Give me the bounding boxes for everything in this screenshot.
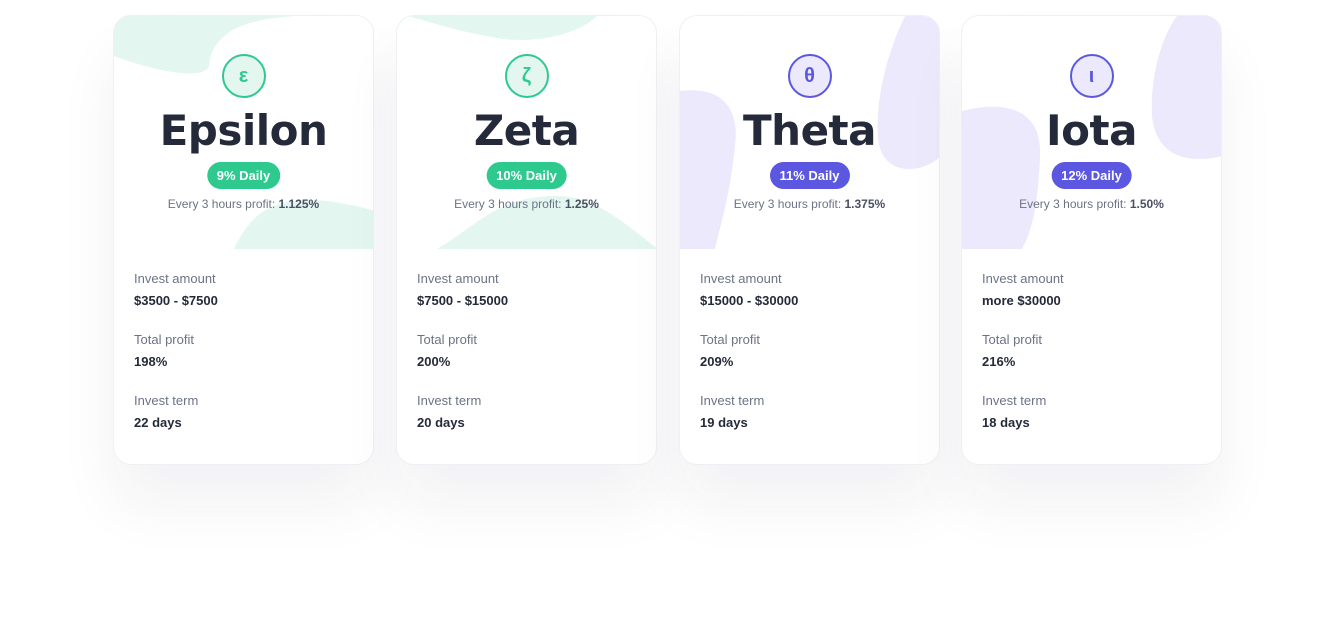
invest-amount-label: Invest amount	[417, 271, 499, 286]
invest-amount-value: more $30000	[982, 293, 1061, 308]
card-details: Invest amount $15000 - $30000 Total prof…	[680, 249, 939, 464]
total-profit-value: 209%	[700, 354, 734, 369]
total-profit-label: Total profit	[982, 332, 1042, 347]
profit-value: 1.50%	[1129, 197, 1164, 211]
invest-term-label: Invest term	[982, 393, 1047, 408]
profit-value: 1.125%	[278, 197, 320, 211]
profit-label: Every 3 hours profit:	[167, 197, 279, 211]
total-profit-label: Total profit	[134, 332, 194, 347]
total-profit-label: Total profit	[417, 332, 477, 347]
card-header: ζ Zeta 10% Daily Every 3 hours profit: 1…	[397, 16, 656, 249]
invest-amount-label: Invest amount	[982, 271, 1064, 286]
invest-term-value: 19 days	[700, 415, 748, 430]
card-details: Invest amount more $30000 Total profit 2…	[962, 249, 1221, 464]
card-header: θ Theta 11% Daily Every 3 hours profit: …	[680, 16, 939, 249]
plan-card-zeta[interactable]: ζ Zeta 10% Daily Every 3 hours profit: 1…	[396, 15, 657, 465]
profit-label: Every 3 hours profit:	[454, 197, 565, 211]
invest-term-label: Invest term	[134, 393, 199, 408]
plan-symbol-icon: ι	[1069, 54, 1114, 98]
background-blob	[962, 16, 1221, 249]
card-header: ι Iota 12% Daily Every 3 hours profit: 1…	[962, 16, 1221, 249]
profit-label: Every 3 hours profit:	[1019, 197, 1130, 211]
card-details: Invest amount $7500 - $15000 Total profi…	[397, 249, 656, 464]
profit-value: 1.375%	[844, 197, 886, 211]
total-profit-value: 200%	[417, 354, 451, 369]
background-blob	[114, 16, 373, 249]
card-details: Invest amount $3500 - $7500 Total profit…	[114, 249, 373, 464]
invest-term-value: 18 days	[982, 415, 1030, 430]
daily-rate-badge: 9% Daily	[206, 162, 281, 189]
profit-label: Every 3 hours profit:	[733, 197, 845, 211]
invest-amount-value: $3500 - $7500	[134, 293, 218, 308]
profit-note: Every 3 hours profit: 1.50%	[962, 197, 1221, 211]
plan-name: Epsilon	[159, 106, 328, 155]
total-profit-value: 216%	[982, 354, 1016, 369]
invest-term-value: 20 days	[417, 415, 465, 430]
profit-value: 1.25%	[564, 197, 599, 211]
plan-symbol-icon: ζ	[504, 54, 549, 98]
plan-card-iota[interactable]: ι Iota 12% Daily Every 3 hours profit: 1…	[961, 15, 1222, 465]
plan-card-epsilon[interactable]: ε Epsilon 9% Daily Every 3 hours profit:…	[113, 15, 374, 465]
invest-term-label: Invest term	[417, 393, 482, 408]
total-profit-label: Total profit	[700, 332, 760, 347]
plan-name: Zeta	[473, 106, 580, 155]
plan-name: Theta	[743, 106, 876, 155]
background-blob	[407, 16, 656, 249]
invest-term-value: 22 days	[134, 415, 182, 430]
profit-note: Every 3 hours profit: 1.125%	[114, 197, 373, 211]
invest-amount-label: Invest amount	[700, 271, 782, 286]
plan-card-theta[interactable]: θ Theta 11% Daily Every 3 hours profit: …	[679, 15, 940, 465]
total-profit-value: 198%	[134, 354, 168, 369]
invest-amount-value: $7500 - $15000	[417, 293, 509, 308]
daily-rate-badge: 11% Daily	[769, 162, 850, 189]
invest-amount-value: $15000 - $30000	[700, 293, 799, 308]
daily-rate-badge: 10% Daily	[486, 162, 567, 189]
invest-term-label: Invest term	[700, 393, 765, 408]
plan-symbol-icon: ε	[221, 54, 266, 98]
card-header: ε Epsilon 9% Daily Every 3 hours profit:…	[114, 16, 373, 249]
profit-note: Every 3 hours profit: 1.375%	[680, 197, 939, 211]
plan-name: Iota	[1046, 106, 1137, 155]
invest-amount-label: Invest amount	[134, 271, 216, 286]
plan-symbol-icon: θ	[787, 54, 832, 98]
profit-note: Every 3 hours profit: 1.25%	[397, 197, 656, 211]
daily-rate-badge: 12% Daily	[1051, 162, 1132, 189]
background-blob	[680, 16, 939, 249]
